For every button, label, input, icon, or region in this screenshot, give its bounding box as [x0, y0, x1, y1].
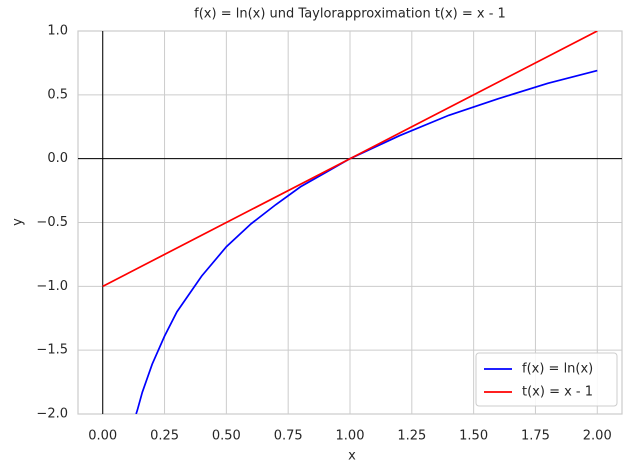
x-tick-label: 1.75: [521, 429, 550, 444]
series-line: [102, 31, 598, 288]
y-axis-label: y: [11, 218, 26, 226]
y-tick-label: −0.5: [36, 215, 68, 230]
x-tick-label: 0.00: [88, 429, 117, 444]
y-tick-label: 1.0: [47, 24, 68, 39]
x-tick-label: 0.25: [150, 429, 179, 444]
x-tick-label: 2.00: [583, 429, 612, 444]
y-tick-label: 0.5: [47, 87, 68, 102]
x-tick-label: 1.00: [336, 429, 365, 444]
legend-label: f(x) = ln(x): [522, 362, 593, 377]
x-axis-label: x: [348, 449, 356, 464]
plot-frame: [77, 30, 623, 415]
x-tick-label: 1.50: [459, 429, 488, 444]
y-tick-label: −1.5: [36, 343, 68, 358]
x-tick-label: 1.25: [397, 429, 426, 444]
x-tick-label: 0.75: [274, 429, 303, 444]
legend-label: t(x) = x - 1: [522, 385, 593, 400]
chart-title: f(x) = ln(x) und Taylorapproximation t(x…: [194, 7, 506, 22]
y-tick-label: 0.0: [47, 151, 68, 166]
y-tick-label: −1.0: [36, 279, 68, 294]
y-tick-label: −2.0: [36, 407, 68, 422]
x-tick-label: 0.50: [212, 429, 241, 444]
series-line: [135, 69, 598, 414]
